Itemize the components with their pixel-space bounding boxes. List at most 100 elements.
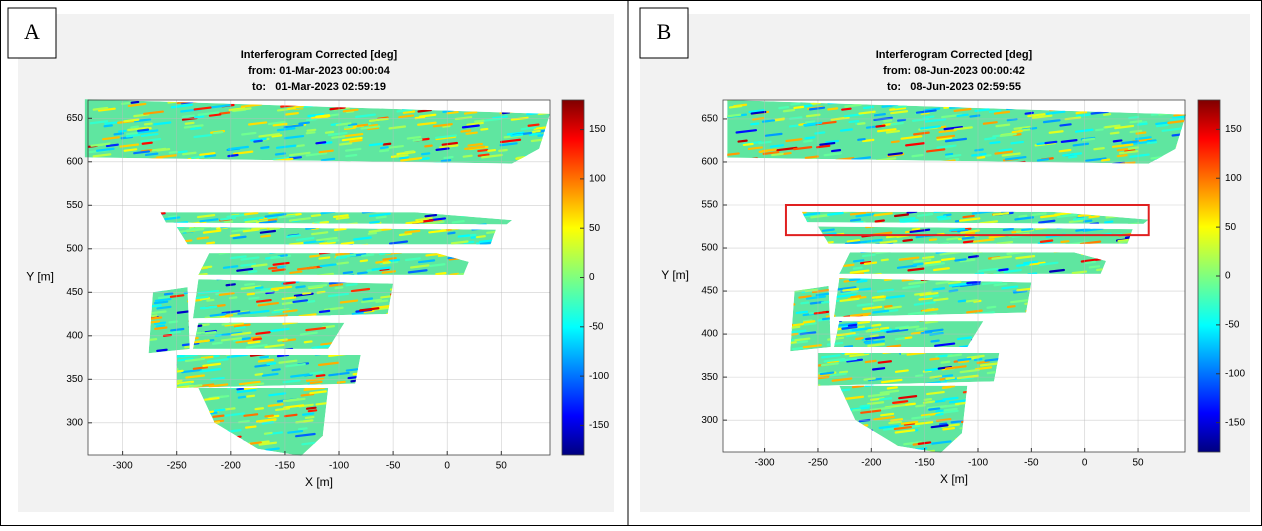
speckle xyxy=(297,145,304,146)
speckle xyxy=(995,284,1007,285)
speckle xyxy=(533,131,539,132)
x-axis-label: X [m] xyxy=(305,475,333,489)
speckle xyxy=(984,122,997,124)
speckle xyxy=(308,130,316,131)
speckle xyxy=(238,312,249,313)
speckle xyxy=(155,328,166,329)
speckle xyxy=(464,156,472,157)
speckle xyxy=(730,106,741,107)
speckle xyxy=(488,150,495,151)
speckle xyxy=(906,404,915,405)
speckle xyxy=(1102,160,1109,161)
speckle xyxy=(1004,229,1013,230)
speckle xyxy=(856,338,862,339)
speckle xyxy=(107,145,118,146)
speckle xyxy=(772,154,783,155)
speckle xyxy=(170,332,180,333)
panel-label: A xyxy=(24,19,40,44)
y-tick-label: 600 xyxy=(66,156,83,167)
speckle xyxy=(845,346,852,347)
speckle xyxy=(303,413,313,414)
x-tick-label: -100 xyxy=(968,458,988,469)
speckle xyxy=(1000,149,1012,150)
speckle xyxy=(400,157,408,158)
speckle xyxy=(190,385,201,386)
speckle xyxy=(1026,113,1033,114)
speckle xyxy=(881,328,888,329)
speckle xyxy=(309,410,316,411)
speckle xyxy=(210,114,220,115)
speckle xyxy=(171,295,183,296)
speckle xyxy=(284,310,297,312)
speckle xyxy=(876,221,884,222)
speckle xyxy=(207,243,214,244)
speckle xyxy=(1060,124,1070,125)
y-tick-label: 550 xyxy=(701,200,718,211)
speckle xyxy=(1020,216,1027,217)
speckle xyxy=(270,228,279,229)
speckle xyxy=(805,323,816,324)
speckle xyxy=(287,235,300,237)
speckle xyxy=(946,154,952,155)
speckle xyxy=(924,117,934,118)
speckle xyxy=(299,123,308,124)
speckle xyxy=(384,144,391,145)
speckle xyxy=(779,107,788,108)
speckle xyxy=(461,131,470,132)
speckle xyxy=(377,217,386,218)
speckle xyxy=(105,125,112,126)
speckle xyxy=(967,300,978,301)
speckle xyxy=(1131,131,1142,132)
speckle xyxy=(408,137,420,138)
speckle xyxy=(1090,266,1099,267)
speckle xyxy=(273,269,285,270)
colorbar-tick-label: 50 xyxy=(589,223,601,234)
speckle xyxy=(243,338,250,339)
y-tick-label: 650 xyxy=(701,114,718,125)
speckle xyxy=(256,374,263,375)
speckle xyxy=(945,409,957,410)
x-tick-label: -50 xyxy=(1024,458,1039,469)
speckle xyxy=(975,150,982,151)
speckle xyxy=(873,368,884,369)
speckle xyxy=(336,253,349,255)
speckle xyxy=(975,109,988,111)
speckle xyxy=(926,369,939,371)
speckle xyxy=(465,112,476,113)
speckle xyxy=(931,359,939,360)
speckle xyxy=(215,410,225,411)
speckle xyxy=(889,153,902,155)
speckle xyxy=(286,113,298,114)
colorbar-tick-label: -150 xyxy=(1225,417,1245,428)
speckle xyxy=(335,229,345,230)
swath-base xyxy=(839,252,1106,274)
speckle xyxy=(299,428,307,429)
speckle xyxy=(273,369,280,370)
speckle xyxy=(882,260,888,261)
speckle xyxy=(155,302,167,303)
speckle xyxy=(823,318,830,319)
speckle xyxy=(885,306,892,307)
speckle xyxy=(1070,221,1083,223)
speckle xyxy=(171,329,183,330)
speckle xyxy=(896,106,906,107)
speckle xyxy=(1069,156,1076,157)
speckle xyxy=(481,129,487,130)
speckle xyxy=(234,237,246,238)
speckle xyxy=(875,114,885,115)
speckle xyxy=(276,408,289,410)
speckle xyxy=(866,361,876,362)
speckle xyxy=(958,338,971,340)
speckle xyxy=(307,408,315,409)
speckle xyxy=(851,220,860,221)
speckle xyxy=(933,288,944,289)
speckle xyxy=(194,367,207,369)
speckle xyxy=(278,266,285,267)
speckle xyxy=(145,124,152,125)
speckle xyxy=(1022,229,1032,230)
speckle xyxy=(863,255,875,256)
speckle xyxy=(320,311,329,312)
speckle xyxy=(913,229,919,230)
colorbar-tick-label: 100 xyxy=(1225,173,1242,184)
speckle xyxy=(1084,221,1091,222)
